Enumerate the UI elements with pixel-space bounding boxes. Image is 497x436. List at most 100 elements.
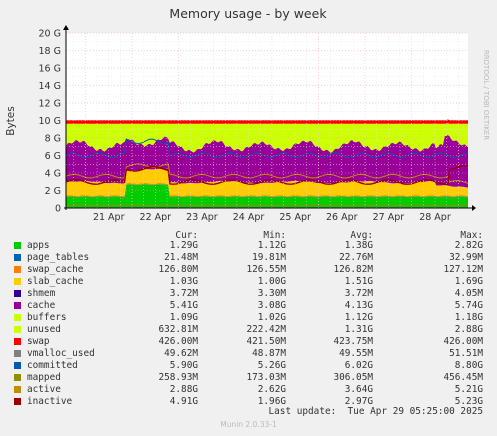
legend-header-avg: Avg: bbox=[350, 230, 373, 241]
grid-lines bbox=[66, 32, 468, 208]
x-tick-label: 28 Apr bbox=[419, 212, 451, 223]
legend-name: swap bbox=[27, 336, 50, 347]
legend-min: 3.30M bbox=[257, 288, 286, 299]
legend-row-unused: unused 632.81M 222.42M 1.31G 2.88G bbox=[0, 324, 497, 336]
area-swap bbox=[66, 119, 468, 124]
legend-min: 126.55M bbox=[246, 264, 286, 275]
y-tick-label: 16 G bbox=[39, 64, 61, 75]
y-tick-label: 18 G bbox=[39, 46, 61, 57]
legend-avg: 49.55M bbox=[339, 348, 373, 359]
y-axis-label: Bytes bbox=[5, 106, 17, 135]
legend-avg: 126.82M bbox=[333, 264, 373, 275]
legend-swatch bbox=[14, 314, 21, 321]
legend-swatch bbox=[14, 386, 21, 393]
legend-cur: 21.48M bbox=[164, 252, 198, 263]
legend-cur: 258.93M bbox=[158, 372, 198, 383]
legend-row-inactive: inactive 4.91G 1.96G 2.97G 5.23G bbox=[0, 396, 497, 408]
legend-cur: 1.29G bbox=[169, 240, 198, 251]
legend-header-min: Min: bbox=[263, 230, 286, 241]
legend-avg: 3.72M bbox=[344, 288, 373, 299]
legend-cur: 4.91G bbox=[169, 396, 198, 407]
x-tick-label: 26 Apr bbox=[326, 212, 358, 223]
y-tick-label: 6 G bbox=[45, 151, 61, 162]
legend-name: inactive bbox=[27, 396, 73, 407]
area-unused bbox=[66, 123, 468, 144]
legend-min: 1.00G bbox=[257, 276, 286, 287]
legend-row-swap_cache: swap_cache 126.80M 126.55M 126.82M 127.12M bbox=[0, 264, 497, 276]
legend-header-max: Max: bbox=[460, 230, 483, 241]
legend-name: unused bbox=[27, 324, 61, 335]
y-tick-label: 0 bbox=[55, 204, 61, 215]
legend-cur: 632.81M bbox=[158, 324, 198, 335]
legend-max: 2.82G bbox=[454, 240, 483, 251]
legend-row-active: active 2.88G 2.62G 3.64G 5.21G bbox=[0, 384, 497, 396]
legend-max: 1.69G bbox=[454, 276, 483, 287]
legend-min: 5.26G bbox=[257, 360, 286, 371]
y-tick-labels: 0 2 G 4 G 6 G 8 G 10 G 12 G 14 G 16 G 18 G 20 G bbox=[39, 29, 61, 215]
legend-row-mapped: mapped 258.93M 173.03M 306.05M 456.45M bbox=[0, 372, 497, 384]
legend-max: 32.99M bbox=[449, 252, 483, 263]
legend-avg: 423.75M bbox=[333, 336, 373, 347]
legend-cur: 126.80M bbox=[158, 264, 198, 275]
legend-cur: 2.88G bbox=[169, 384, 198, 395]
area-cache bbox=[66, 135, 468, 188]
legend-name: buffers bbox=[27, 312, 67, 323]
legend-name: apps bbox=[27, 240, 50, 251]
legend-swatch bbox=[14, 398, 21, 405]
legend-min: 1.96G bbox=[257, 396, 286, 407]
y-tick-label: 14 G bbox=[39, 81, 61, 92]
legend-cur: 5.90G bbox=[169, 360, 198, 371]
y-tick-label: 20 G bbox=[39, 29, 61, 40]
legend-avg: 1.31G bbox=[344, 324, 373, 335]
x-tick-label: 23 Apr bbox=[186, 212, 218, 223]
rrdtool-watermark: RRDTOOL / TOBI OETIKER bbox=[482, 50, 490, 140]
legend-row-swap: swap 426.00M 421.50M 423.75M 426.00M bbox=[0, 336, 497, 348]
legend-header-cur: Cur: bbox=[175, 230, 198, 241]
legend-row-committed: committed 5.90G 5.26G 6.02G 8.80G bbox=[0, 360, 497, 372]
legend-swatch bbox=[14, 278, 21, 285]
area-swap_cache bbox=[66, 183, 468, 197]
y-tick-label: 4 G bbox=[45, 169, 61, 180]
legend-avg: 306.05M bbox=[333, 372, 373, 383]
legend-name: slab_cache bbox=[27, 276, 84, 287]
legend-max: 127.12M bbox=[443, 264, 483, 275]
legend-min: 48.87M bbox=[252, 348, 286, 359]
legend-name: page_tables bbox=[27, 252, 90, 263]
legend-max: 5.74G bbox=[454, 300, 483, 311]
legend-avg: 1.51G bbox=[344, 276, 373, 287]
y-tick-label: 8 G bbox=[45, 134, 61, 145]
legend-name: shmem bbox=[27, 288, 56, 299]
legend-min: 1.02G bbox=[257, 312, 286, 323]
legend-row-buffers: buffers 1.09G 1.02G 1.12G 1.18G bbox=[0, 312, 497, 324]
legend-avg: 6.02G bbox=[344, 360, 373, 371]
legend-avg: 1.12G bbox=[344, 312, 373, 323]
legend-swatch bbox=[14, 266, 21, 273]
x-tick-label: 25 Apr bbox=[279, 212, 311, 223]
legend-cur: 3.72M bbox=[169, 288, 198, 299]
legend-avg: 4.13G bbox=[344, 300, 373, 311]
legend-cur: 49.62M bbox=[164, 348, 198, 359]
legend-max: 1.18G bbox=[454, 312, 483, 323]
legend-name: cache bbox=[27, 300, 56, 311]
area-slab_cache bbox=[66, 168, 468, 196]
legend-row-cache: cache 5.41G 3.08G 4.13G 5.74G bbox=[0, 300, 497, 312]
legend-swatch bbox=[14, 326, 21, 333]
munin-version: Munin 2.0.33-1 bbox=[220, 420, 277, 429]
stacked-areas bbox=[66, 119, 468, 208]
x-axis-arrow bbox=[472, 205, 476, 211]
x-tick-labels: 21 Apr 22 Apr 23 Apr 24 Apr 25 Apr 26 Apr 27 A… bbox=[93, 212, 451, 223]
legend-max: 51.51M bbox=[449, 348, 483, 359]
legend-name: mapped bbox=[27, 372, 61, 383]
legend-min: 421.50M bbox=[246, 336, 286, 347]
legend-row-vmalloc_used: vmalloc_used 49.62M 48.87M 49.55M 51.51M bbox=[0, 348, 497, 360]
legend-row-shmem: shmem 3.72M 3.30M 3.72M 4.05M bbox=[0, 288, 497, 300]
legend-row-apps: apps 1.29G 1.12G 1.38G 2.82G bbox=[0, 240, 497, 252]
x-tick-label: 24 Apr bbox=[233, 212, 265, 223]
y-tick-label: 10 G bbox=[39, 116, 61, 127]
legend-max: 456.45M bbox=[443, 372, 483, 383]
line-mapped bbox=[65, 204, 469, 207]
legend-min: 173.03M bbox=[246, 372, 286, 383]
legend-swatch bbox=[14, 350, 21, 357]
legend-cur: 426.00M bbox=[158, 336, 198, 347]
legend-min: 2.62G bbox=[257, 384, 286, 395]
